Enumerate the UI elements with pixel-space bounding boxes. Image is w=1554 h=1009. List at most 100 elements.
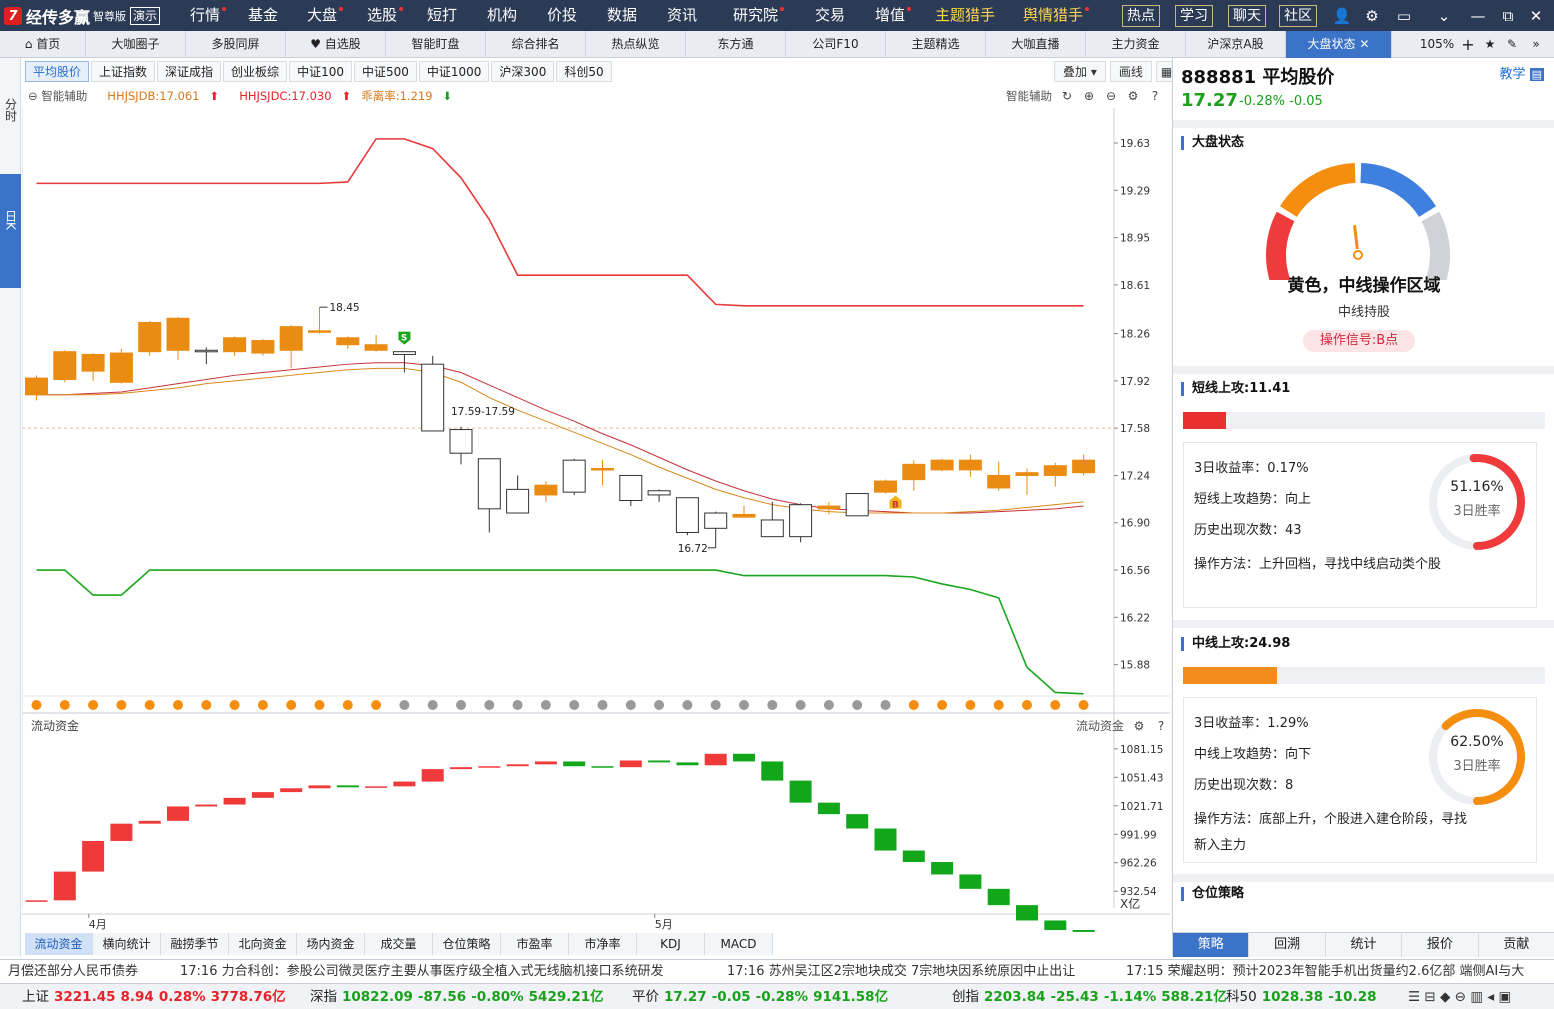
header-button-0[interactable]: 热点 <box>1122 5 1160 27</box>
candle-body[interactable] <box>109 352 133 383</box>
menu-item-8[interactable]: 资讯 <box>667 0 697 31</box>
restore-icon[interactable]: ⧉ <box>1502 7 1514 25</box>
add-icon[interactable]: ⊕ <box>1083 89 1095 103</box>
flow-brick[interactable] <box>365 786 388 788</box>
status-list-icon[interactable]: ☰ <box>1408 989 1421 1005</box>
demo-badge[interactable]: 演示 <box>130 7 161 25</box>
kline-chart[interactable]: 19.63 19.29 18.95 18.61 18.26 17.92 17.58 17.24… <box>22 108 1170 933</box>
candle-body[interactable] <box>845 493 869 517</box>
flow-brick[interactable] <box>251 792 274 798</box>
candle-body[interactable] <box>1072 459 1096 474</box>
candle-body[interactable] <box>817 505 841 510</box>
bottom-tab-8[interactable]: 市净率 <box>569 933 637 955</box>
flow-brick[interactable] <box>167 806 189 821</box>
tab-4[interactable]: 智能盯盘 <box>386 31 486 58</box>
zoom-level[interactable]: 105% <box>1419 37 1455 51</box>
menu-item-13[interactable]: 舆情猎手 <box>1023 0 1090 31</box>
candle-body[interactable] <box>449 429 473 454</box>
tab-11[interactable]: 主力资金 <box>1086 31 1186 58</box>
candle-body[interactable] <box>223 337 247 353</box>
flow-brick[interactable] <box>817 802 840 815</box>
status-grid-icon[interactable]: ⊟ <box>1424 989 1436 1005</box>
buy-signal-icon[interactable] <box>889 495 902 509</box>
candle-body[interactable] <box>138 321 162 353</box>
candle-body[interactable] <box>1043 465 1067 476</box>
bottom-tab-10[interactable]: MACD <box>705 933 773 955</box>
candle-body[interactable] <box>562 459 586 493</box>
status-index-2[interactable]: 平价 17.27 -0.05 -0.28% 9141.58亿 <box>632 984 888 1009</box>
candle-body[interactable] <box>591 468 614 471</box>
menu-item-0[interactable]: 行情 <box>190 0 227 31</box>
menu-item-5[interactable]: 机构 <box>487 0 517 31</box>
bottom-tab-6[interactable]: 仓位策略 <box>433 933 501 955</box>
candle-body[interactable] <box>279 326 303 351</box>
index-tab-0[interactable]: 平均股价 <box>25 61 90 82</box>
teach-link[interactable]: 教学 ▤ <box>1499 63 1544 82</box>
candle-body[interactable] <box>534 484 558 496</box>
remove-icon[interactable]: ⊖ <box>1105 89 1117 103</box>
right-tab-3[interactable]: 报价 <box>1402 933 1479 957</box>
candle-body[interactable] <box>336 337 360 346</box>
right-tab-0[interactable]: 策略 <box>1173 933 1250 957</box>
gear-icon[interactable]: ⚙ <box>1365 7 1379 25</box>
minimize-icon[interactable]: — <box>1470 7 1486 25</box>
candle-body[interactable] <box>1015 472 1039 476</box>
candle-body[interactable] <box>987 474 1011 489</box>
news-item[interactable]: 17:16 苏州吴江区2宗地块成交 7宗地块因系统原因中止出让 <box>727 964 1076 979</box>
flow-brick[interactable] <box>393 781 416 787</box>
status-index-0[interactable]: 上证 3221.45 8.94 0.28% 3778.76亿 <box>22 984 286 1009</box>
tab-5[interactable]: 综合排名 <box>486 31 586 58</box>
tab-12[interactable]: 沪深京A股 <box>1186 31 1286 58</box>
news-item[interactable]: 17:15 荣耀赵明：预计2023年智能手机出货量约2.6亿部 端侧AI与大 <box>1126 964 1525 979</box>
status-minus-icon[interactable]: ⊖ <box>1454 989 1467 1005</box>
header-button-2[interactable]: 聊天 <box>1228 5 1266 27</box>
index-tab-2[interactable]: 深证成指 <box>157 61 222 82</box>
index-tab-8[interactable]: 科创50 <box>556 61 612 82</box>
candle-body[interactable] <box>308 330 331 333</box>
draw-line-button[interactable]: 画线 <box>1109 61 1152 82</box>
flow-brick[interactable] <box>223 797 246 805</box>
flow-brick[interactable] <box>25 900 48 902</box>
flow-brick[interactable] <box>931 862 954 875</box>
window-icon[interactable]: ▭ <box>1396 7 1412 25</box>
menu-item-3[interactable]: 选股 <box>367 0 404 31</box>
flow-brick[interactable] <box>138 820 161 824</box>
bottom-tab-2[interactable]: 融捞季节 <box>161 933 229 955</box>
candle-body[interactable] <box>506 488 530 514</box>
bottom-tab-1[interactable]: 横向统计 <box>93 933 161 955</box>
flow-brick[interactable] <box>1072 930 1095 932</box>
flow-brick[interactable] <box>704 753 727 766</box>
header-button-1[interactable]: 学习 <box>1175 5 1213 27</box>
status-index-3[interactable]: 创指 2203.84 -25.43 -1.14% 588.21亿 <box>952 984 1227 1009</box>
pen-icon[interactable]: ✎ <box>1506 37 1518 51</box>
flow-brick[interactable] <box>82 840 105 872</box>
flow-brick[interactable] <box>110 823 133 841</box>
period-tab-dayk[interactable]: 日K <box>0 174 21 288</box>
status-index-4[interactable]: 科50 1028.38 -10.28 <box>1226 984 1387 1009</box>
help-icon[interactable]: ? <box>1151 89 1159 103</box>
tab-close-icon[interactable]: ✕ <box>1355 37 1370 51</box>
chevron-down-icon[interactable]: ⌄ <box>1437 7 1451 25</box>
flow-brick[interactable] <box>534 761 557 765</box>
star-icon[interactable]: ★ <box>1484 37 1496 51</box>
flow-brick[interactable] <box>336 785 359 788</box>
candle-body[interactable] <box>421 363 445 432</box>
news-item[interactable]: 月偿还部分人民币债券 <box>8 964 139 979</box>
candle-body[interactable] <box>675 497 699 533</box>
tab-1[interactable]: 大咖圈子 <box>86 31 186 58</box>
period-tab-fenshi[interactable]: 分时 <box>0 94 21 142</box>
flow-brick[interactable] <box>874 828 897 851</box>
menu-item-1[interactable]: 基金 <box>248 0 278 31</box>
status-chart-icon[interactable]: ▥ <box>1470 989 1484 1005</box>
sell-signal-icon[interactable] <box>398 331 411 345</box>
rotate-icon[interactable]: ↻ <box>1061 89 1073 103</box>
flow-brick[interactable] <box>789 780 812 803</box>
candle-body[interactable] <box>704 512 728 529</box>
flow-brick[interactable] <box>902 850 925 863</box>
flow-brick[interactable] <box>506 764 529 767</box>
flow-brick[interactable] <box>280 788 303 793</box>
menu-item-7[interactable]: 数据 <box>607 0 637 31</box>
flow-brick[interactable] <box>421 769 444 782</box>
tab-more-icon[interactable]: » <box>1532 37 1540 51</box>
candle-body[interactable] <box>760 519 784 538</box>
